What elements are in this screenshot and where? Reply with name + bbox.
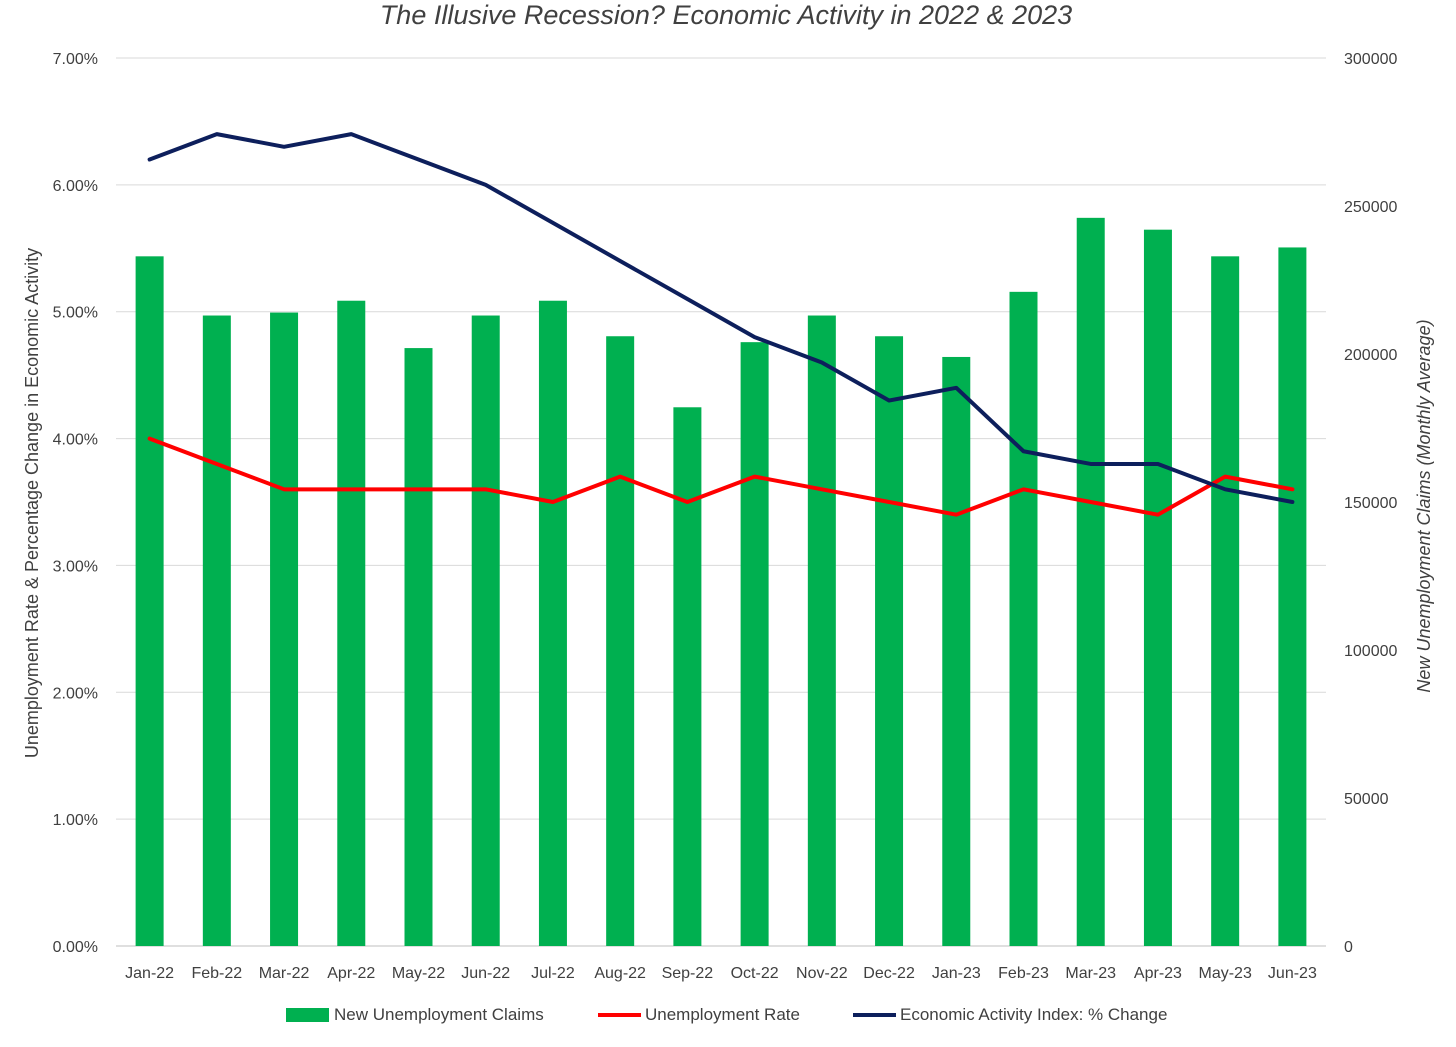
left-tick-label: 3.00% — [53, 558, 98, 575]
bar-claims — [471, 315, 500, 946]
right-tick-label: 300000 — [1344, 51, 1397, 68]
x-tick-label: Sep-22 — [662, 965, 714, 982]
x-tick-label: Nov-22 — [796, 965, 848, 982]
bar-claims — [538, 300, 567, 947]
bar-claims — [1009, 291, 1038, 947]
bar-claims — [606, 336, 635, 946]
x-tick-label: Jul-22 — [531, 965, 575, 982]
bar-claims — [202, 315, 231, 946]
x-tick-label: May-22 — [392, 965, 445, 982]
right-tick-label: 200000 — [1344, 347, 1397, 364]
bar-claims — [942, 356, 971, 947]
left-tick-label: 2.00% — [53, 685, 98, 702]
line-unemployment-rate — [147, 436, 1295, 517]
x-tick-label: Feb-22 — [191, 965, 242, 982]
x-tick-label: Jan-23 — [932, 965, 981, 982]
left-tick-label: 5.00% — [53, 305, 98, 322]
right-tick-label: 0 — [1344, 939, 1353, 956]
left-tick-label: 4.00% — [53, 432, 98, 449]
x-tick-label: Jun-22 — [461, 965, 510, 982]
bar-claims — [404, 348, 433, 947]
left-axis-title: Unemployment Rate & Percentage Change in… — [22, 248, 42, 758]
chart-title: The Illusive Recession? Economic Activit… — [380, 0, 1072, 30]
bar-claims — [135, 256, 164, 946]
right-axis-title: New Unemployment Claims (Monthly Average… — [1414, 319, 1434, 692]
bar-claims — [673, 407, 702, 946]
left-tick-label: 1.00% — [53, 812, 98, 829]
bar-claims — [1278, 247, 1307, 946]
bar-claims — [740, 342, 769, 946]
x-tick-label: Apr-22 — [327, 965, 375, 982]
x-tick-label: Dec-22 — [863, 965, 915, 982]
left-tick-label: 6.00% — [53, 178, 98, 195]
x-tick-label: Feb-23 — [998, 965, 1049, 982]
legend: New Unemployment Claims Unemployment Rat… — [286, 1005, 1167, 1024]
x-tick-label: Jun-23 — [1268, 965, 1317, 982]
x-tick-label: Mar-22 — [259, 965, 310, 982]
right-tick-label: 250000 — [1344, 199, 1397, 216]
right-tick-label: 50000 — [1344, 791, 1389, 808]
x-tick-label: Aug-22 — [594, 965, 646, 982]
x-tick-label: Jan-22 — [125, 965, 174, 982]
x-tick-label: Apr-23 — [1134, 965, 1182, 982]
right-tick-label: 100000 — [1344, 643, 1397, 660]
bar-claims — [807, 315, 836, 946]
x-tick-label: May-23 — [1198, 965, 1251, 982]
legend-label-unemployment: Unemployment Rate — [645, 1005, 800, 1024]
bars — [135, 217, 1307, 947]
series-lines — [147, 132, 1295, 517]
left-tick-label: 7.00% — [53, 51, 98, 68]
bar-claims — [1211, 256, 1240, 946]
bar-claims — [337, 300, 366, 947]
line-economic-activity — [147, 132, 1295, 504]
x-tick-label: Mar-23 — [1065, 965, 1116, 982]
left-tick-label: 0.00% — [53, 939, 98, 956]
bar-claims — [270, 312, 299, 946]
bar-claims — [875, 336, 904, 946]
legend-label-activity: Economic Activity Index: % Change — [900, 1005, 1167, 1024]
left-axis-ticks: 0.00% 1.00% 2.00% 3.00% 4.00% 5.00% 6.00% 7.00% — [53, 51, 98, 956]
gridlines — [116, 57, 1326, 947]
legend-swatch-claims — [286, 1008, 329, 1022]
x-tick-label: Oct-22 — [731, 965, 779, 982]
bar-claims — [1076, 217, 1105, 947]
legend-label-claims: New Unemployment Claims — [334, 1005, 544, 1024]
bar-claims — [1143, 229, 1172, 946]
right-tick-label: 150000 — [1344, 495, 1397, 512]
x-axis-ticks: Jan-22 Feb-22 Mar-22 Apr-22 May-22 Jun-22 Jul-… — [125, 965, 1317, 982]
right-axis-ticks: 0 50000 100000 150000 200000 250000 300000 — [1344, 51, 1397, 956]
